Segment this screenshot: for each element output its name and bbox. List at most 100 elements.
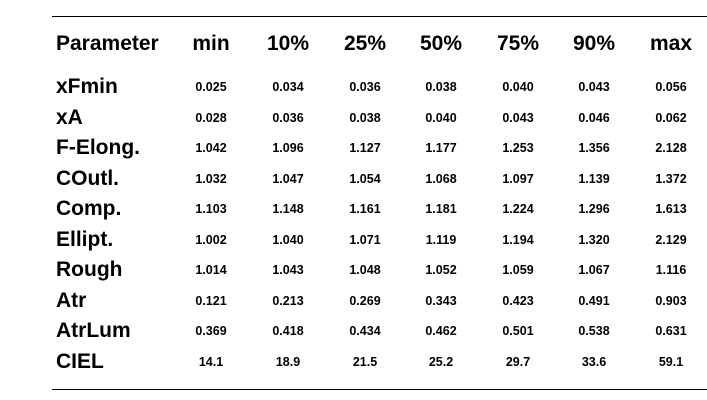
header-p90: 90% xyxy=(572,32,616,55)
row-parameter-label: xFmin xyxy=(56,75,118,98)
cell-p10: 1.148 xyxy=(272,202,304,216)
cell-max: 1.372 xyxy=(655,171,687,186)
cell-p25: 0.038 xyxy=(349,110,381,125)
cell-p10: 0.034 xyxy=(272,80,304,94)
cell-p75: 0.043 xyxy=(502,110,534,125)
table-bottom-rule xyxy=(52,389,707,390)
row-parameter-label: xA xyxy=(56,105,83,129)
row-parameter-label: COutl. xyxy=(56,166,119,190)
table-row: AtrLum 0.369 0.418 0.434 0.462 0.501 0.538 0.63… xyxy=(52,316,707,346)
cell-p50: 0.343 xyxy=(425,293,457,308)
cell-p75: 1.059 xyxy=(502,263,534,277)
cell-max: 0.056 xyxy=(655,80,687,94)
cell-p25: 0.036 xyxy=(349,80,381,94)
row-parameter-label: CIEL xyxy=(56,349,104,373)
cell-p10: 0.418 xyxy=(272,324,304,338)
cell-p25: 1.048 xyxy=(349,263,381,277)
cell-p25: 1.071 xyxy=(349,232,381,247)
cell-p50: 0.040 xyxy=(425,110,457,125)
cell-p75: 1.224 xyxy=(502,202,534,216)
cell-p90: 1.139 xyxy=(578,171,610,186)
cell-p25: 0.434 xyxy=(349,324,381,338)
table-header-row: Parameter min 10% 25% 50% 75% 90% max xyxy=(52,30,707,58)
table-row: Rough 1.014 1.043 1.048 1.052 1.059 1.067 1.116 xyxy=(52,255,707,285)
header-max: max xyxy=(649,32,693,55)
cell-p75: 1.097 xyxy=(502,171,534,186)
cell-max: 0.631 xyxy=(655,324,687,338)
table-row: xFmin 0.025 0.034 0.036 0.038 0.040 0.043 0.056 xyxy=(52,72,707,102)
cell-p75: 0.501 xyxy=(502,324,534,338)
cell-p10: 1.043 xyxy=(272,263,304,277)
cell-p90: 1.296 xyxy=(578,202,610,216)
cell-p50: 1.052 xyxy=(425,263,457,277)
cell-p75: 0.423 xyxy=(502,293,534,308)
cell-p75: 1.194 xyxy=(502,232,534,247)
table-row: COutl. 1.032 1.047 1.054 1.068 1.097 1.139 1.37… xyxy=(52,164,707,194)
row-parameter-label: F-Elong. xyxy=(56,136,140,159)
cell-p10: 1.047 xyxy=(272,171,304,186)
cell-p50: 0.462 xyxy=(425,324,457,338)
cell-min: 0.369 xyxy=(195,324,227,338)
table-row: xA 0.028 0.036 0.038 0.040 0.043 0.046 0.062 xyxy=(52,103,707,133)
table-row: CIEL 14.1 18.9 21.5 25.2 29.7 33.6 59.1 xyxy=(52,347,707,377)
cell-p50: 1.177 xyxy=(425,141,457,155)
cell-p10: 0.036 xyxy=(272,110,304,125)
cell-max: 0.062 xyxy=(655,110,687,125)
table-row: Ellipt. 1.002 1.040 1.071 1.119 1.194 1.320 2.1… xyxy=(52,225,707,255)
header-p10: 10% xyxy=(266,32,310,55)
cell-p10: 0.213 xyxy=(272,293,304,308)
header-p25: 25% xyxy=(343,32,387,55)
cell-p50: 1.068 xyxy=(425,171,457,186)
cell-min: 1.002 xyxy=(195,232,227,247)
cell-p25: 0.269 xyxy=(349,293,381,308)
cell-min: 1.032 xyxy=(195,171,227,186)
cell-p90: 0.491 xyxy=(578,293,610,308)
row-parameter-label: Rough xyxy=(56,258,123,281)
cell-p90: 1.356 xyxy=(578,141,610,155)
cell-p75: 0.040 xyxy=(502,80,534,94)
row-parameter-label: Ellipt. xyxy=(56,227,114,251)
cell-p25: 1.161 xyxy=(349,202,381,216)
cell-max: 1.116 xyxy=(655,263,687,277)
table-row: Comp. 1.103 1.148 1.161 1.181 1.224 1.296 1.613 xyxy=(52,194,707,224)
cell-p50: 0.038 xyxy=(425,80,457,94)
cell-min: 0.025 xyxy=(195,80,227,94)
cell-p75: 29.7 xyxy=(505,354,531,369)
cell-p25: 1.054 xyxy=(349,171,381,186)
cell-p50: 1.181 xyxy=(425,202,457,216)
cell-p90: 0.538 xyxy=(578,324,610,338)
cell-min: 0.028 xyxy=(195,110,227,125)
cell-max: 1.613 xyxy=(655,202,687,216)
table-row: F-Elong. 1.042 1.096 1.127 1.177 1.253 1.356 2.… xyxy=(52,133,707,163)
cell-p25: 21.5 xyxy=(352,354,378,369)
table-top-rule xyxy=(52,16,707,17)
row-parameter-label: Atr xyxy=(56,288,87,312)
cell-min: 1.014 xyxy=(195,263,227,277)
cell-p50: 1.119 xyxy=(425,232,457,247)
cell-p90: 33.6 xyxy=(581,354,607,369)
cell-p50: 25.2 xyxy=(428,354,454,369)
cell-p25: 1.127 xyxy=(349,141,381,155)
cell-p90: 1.067 xyxy=(578,263,610,277)
cell-p90: 1.320 xyxy=(578,232,610,247)
cell-min: 1.042 xyxy=(195,141,227,155)
cell-p75: 1.253 xyxy=(502,141,534,155)
cell-p90: 0.043 xyxy=(578,80,610,94)
cell-p10: 1.096 xyxy=(272,141,304,155)
table-row: Atr 0.121 0.213 0.269 0.343 0.423 0.491 0.903 xyxy=(52,286,707,316)
header-parameter: Parameter xyxy=(56,32,159,55)
cell-p10: 1.040 xyxy=(272,232,304,247)
header-min: min xyxy=(192,32,230,55)
cell-max: 59.1 xyxy=(658,354,684,369)
cell-p10: 18.9 xyxy=(275,354,301,369)
row-parameter-label: Comp. xyxy=(56,197,122,220)
cell-max: 2.128 xyxy=(655,141,687,155)
cell-min: 1.103 xyxy=(195,202,227,216)
cell-min: 0.121 xyxy=(195,293,227,308)
row-parameter-label: AtrLum xyxy=(56,319,131,342)
cell-max: 2.129 xyxy=(655,232,687,247)
cell-max: 0.903 xyxy=(655,293,687,308)
header-p75: 75% xyxy=(496,32,540,55)
header-p50: 50% xyxy=(419,32,463,55)
cell-p90: 0.046 xyxy=(578,110,610,125)
